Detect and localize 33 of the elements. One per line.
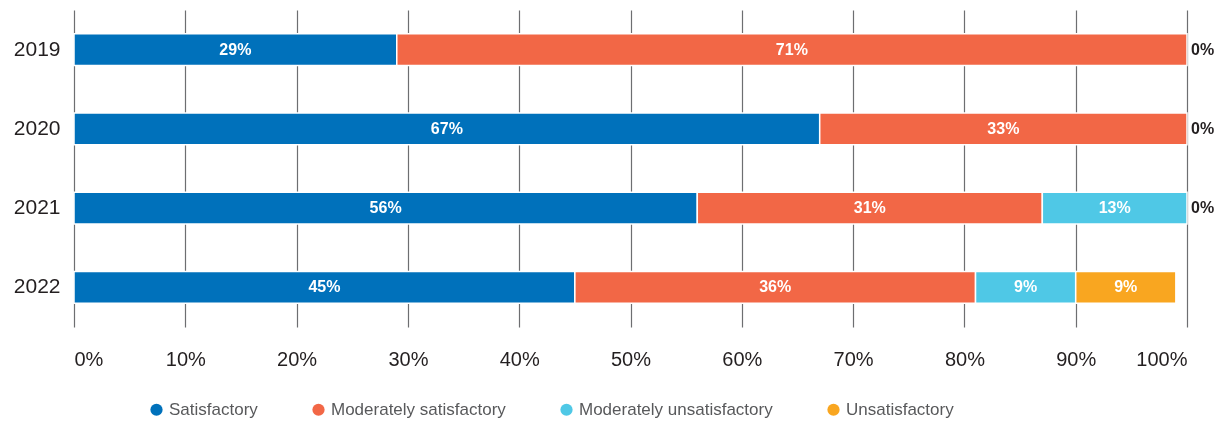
data-label: 0% <box>1191 40 1215 58</box>
data-label: 29% <box>219 40 252 58</box>
x-tick-label: 30% <box>388 347 429 370</box>
x-tick-label: 70% <box>833 347 874 370</box>
x-tick-label: 40% <box>499 347 540 370</box>
data-label: 0% <box>1191 119 1215 137</box>
data-label: 67% <box>430 119 463 137</box>
y-tick-label: 2019 <box>13 36 61 60</box>
data-label: 9% <box>1014 278 1038 296</box>
data-label: 0% <box>1191 199 1215 217</box>
legend-label: Moderately unsatisfactory <box>579 399 774 419</box>
data-label: 45% <box>308 278 341 296</box>
legend-label: Moderately satisfactory <box>331 399 507 419</box>
legend-label: Satisfactory <box>169 399 259 419</box>
data-label: 13% <box>1098 199 1131 217</box>
y-tick-label: 2022 <box>13 274 61 298</box>
legend-label: Unsatisfactory <box>846 399 955 419</box>
x-tick-label: 100% <box>1136 347 1188 370</box>
y-tick-label: 2020 <box>13 115 61 139</box>
x-tick-label: 90% <box>1056 347 1097 370</box>
data-label: 9% <box>1114 278 1138 296</box>
data-label: 36% <box>759 278 792 296</box>
data-label: 71% <box>775 40 808 58</box>
x-tick-label: 80% <box>944 347 986 370</box>
data-label: 56% <box>369 199 402 217</box>
data-label: 31% <box>853 199 886 217</box>
x-tick-label: 0% <box>74 347 104 370</box>
x-tick-label: 60% <box>722 347 763 370</box>
data-label: 33% <box>987 119 1020 137</box>
x-tick-label: 50% <box>610 347 652 370</box>
x-tick-label: 10% <box>165 347 207 370</box>
y-tick-label: 2021 <box>13 195 61 219</box>
x-tick-label: 20% <box>277 347 318 370</box>
